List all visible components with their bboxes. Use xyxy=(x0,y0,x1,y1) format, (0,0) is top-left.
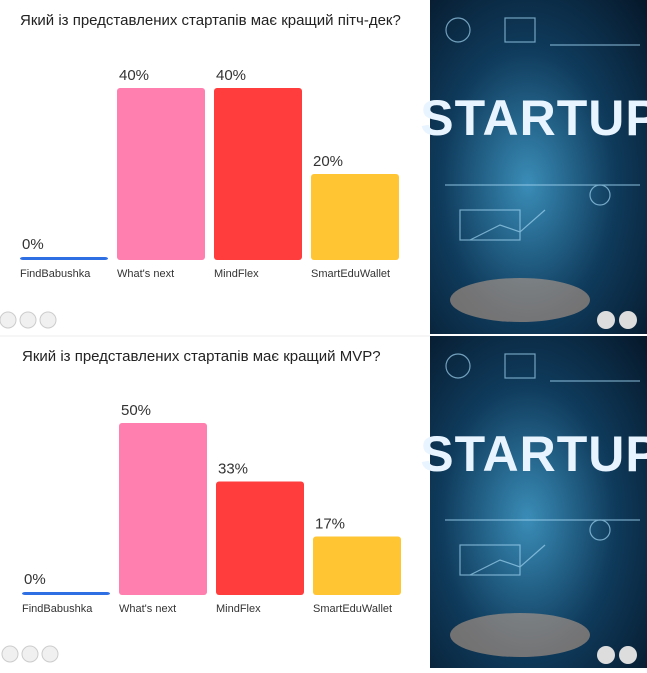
bar xyxy=(313,536,401,595)
bar xyxy=(20,257,108,260)
value-label: 0% xyxy=(24,571,46,588)
category-label: SmartEduWallet xyxy=(311,268,390,280)
value-label: 40% xyxy=(119,67,149,84)
value-label: 0% xyxy=(22,236,44,253)
image-text: STARTUP xyxy=(420,426,647,482)
category-label: FindBabushka xyxy=(20,268,91,280)
bar xyxy=(117,88,205,260)
side-image: STARTUP xyxy=(420,0,647,334)
bar xyxy=(216,481,304,595)
icon[interactable] xyxy=(597,646,615,664)
menu-button[interactable] xyxy=(19,311,37,329)
category-label: What's next xyxy=(119,603,176,615)
category-label: SmartEduWallet xyxy=(313,603,392,615)
icon[interactable] xyxy=(597,311,615,329)
next-button[interactable] xyxy=(41,645,59,663)
value-label: 20% xyxy=(313,153,343,170)
chart-title: Який із представлених стартапів має кращ… xyxy=(22,348,381,365)
category-label: MindFlex xyxy=(214,268,259,280)
bar xyxy=(22,592,110,595)
chart-title: Який із представлених стартапів має кращ… xyxy=(20,12,401,29)
nav xyxy=(0,311,59,663)
value-label: 40% xyxy=(216,67,246,84)
category-label: FindBabushka xyxy=(22,603,93,615)
prev-button[interactable] xyxy=(0,311,17,329)
bar xyxy=(119,423,207,595)
icon[interactable] xyxy=(619,646,637,664)
value-label: 33% xyxy=(218,460,248,477)
value-label: 17% xyxy=(315,515,345,532)
category-label: What's next xyxy=(117,268,174,280)
value-label: 50% xyxy=(121,402,151,419)
image-text: STARTUP xyxy=(420,90,647,146)
bar xyxy=(311,174,399,260)
side-image: STARTUP xyxy=(420,336,647,668)
next-button[interactable] xyxy=(39,311,57,329)
prev-button[interactable] xyxy=(1,645,19,663)
bar xyxy=(214,88,302,260)
menu-button[interactable] xyxy=(21,645,39,663)
category-label: MindFlex xyxy=(216,603,261,615)
icon[interactable] xyxy=(619,311,637,329)
